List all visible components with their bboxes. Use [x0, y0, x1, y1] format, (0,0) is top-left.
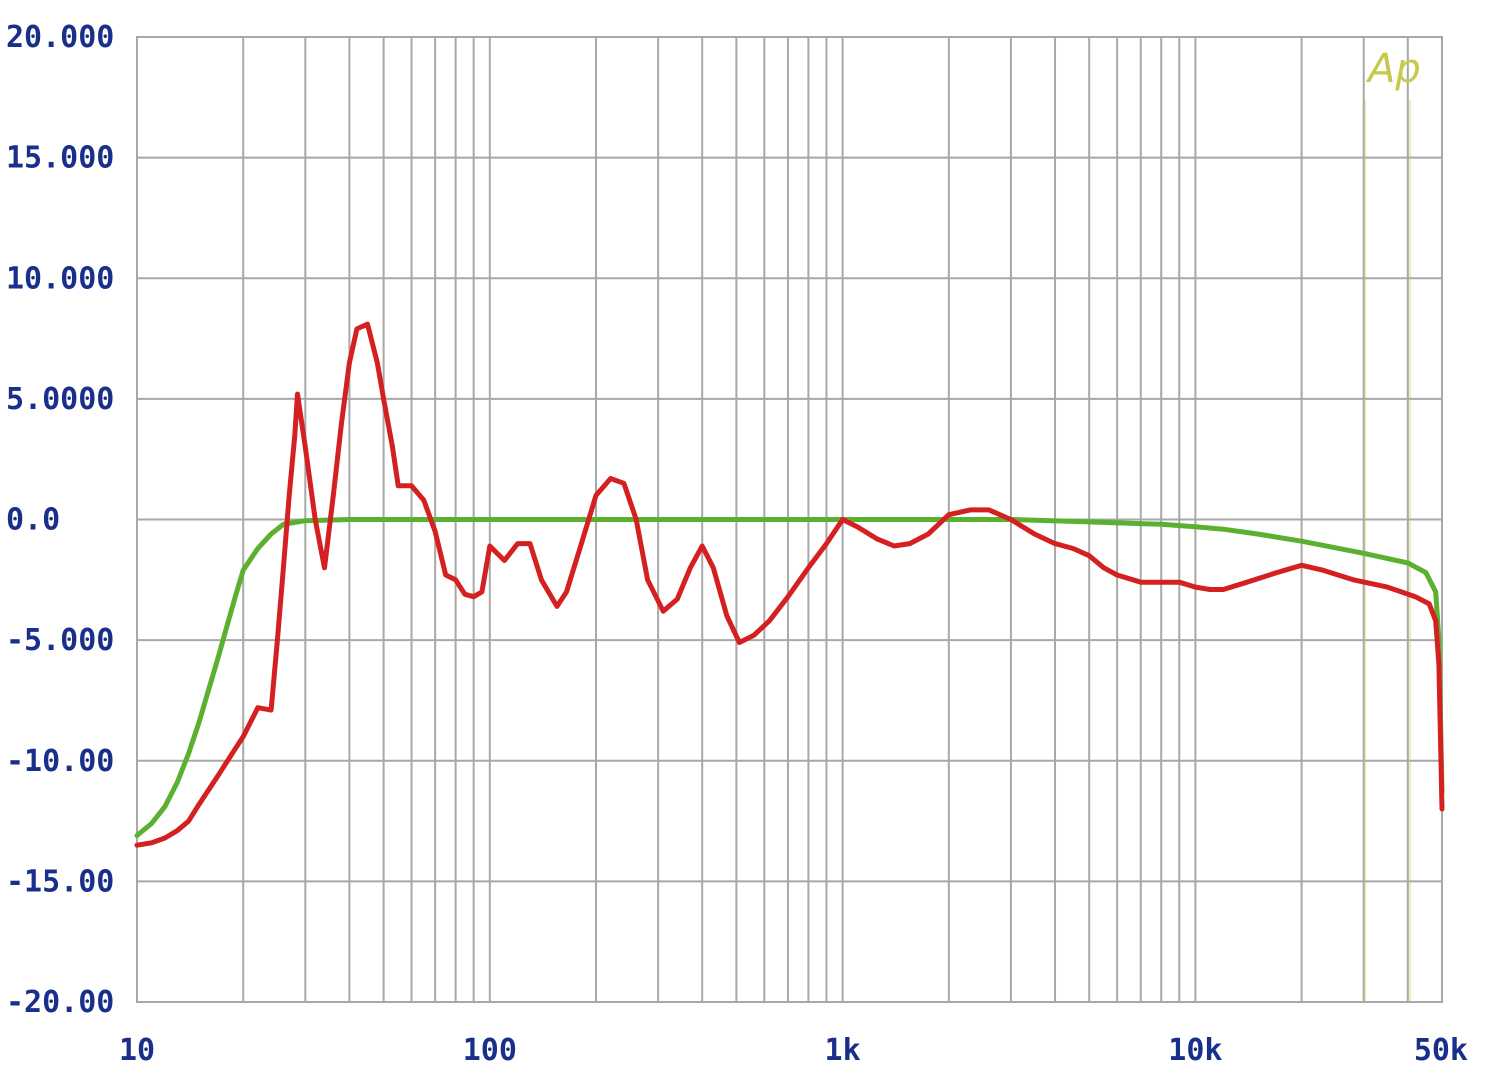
- y-tick-label: 10.000: [6, 261, 114, 296]
- ap-logo: Ap: [1364, 46, 1421, 1002]
- y-tick-label: -20.00: [6, 985, 114, 1020]
- x-tick-label: 10k: [1168, 1033, 1222, 1068]
- x-tick-label: 1k: [825, 1033, 861, 1068]
- series-group: [134, 321, 1445, 848]
- y-tick-label: -15.00: [6, 864, 114, 899]
- y-tick-label: 0.0: [6, 503, 60, 538]
- y-tick-label: 20.000: [6, 20, 114, 55]
- y-tick-label: 5.0000: [6, 382, 114, 417]
- y-tick-label: -5.000: [6, 623, 114, 658]
- x-tick-label: 10: [119, 1033, 155, 1068]
- plot-frame: [136, 36, 1443, 1003]
- ap-logo-text: Ap: [1365, 46, 1421, 92]
- y-tick-label: -10.00: [6, 744, 114, 779]
- x-tick-label: 50k: [1414, 1033, 1468, 1068]
- series-line-2: [134, 321, 1445, 848]
- series-line-1: [134, 517, 1445, 838]
- y-axis-tick-labels: 20.000 15.000 10.000 5.0000 0.0 -5.000 -10.00 -…: [6, 20, 114, 1020]
- x-tick-label: 100: [463, 1033, 517, 1068]
- x-axis-tick-labels: 10 100 1k 10k 50k: [119, 1033, 1468, 1068]
- y-tick-label: 15.000: [6, 141, 114, 176]
